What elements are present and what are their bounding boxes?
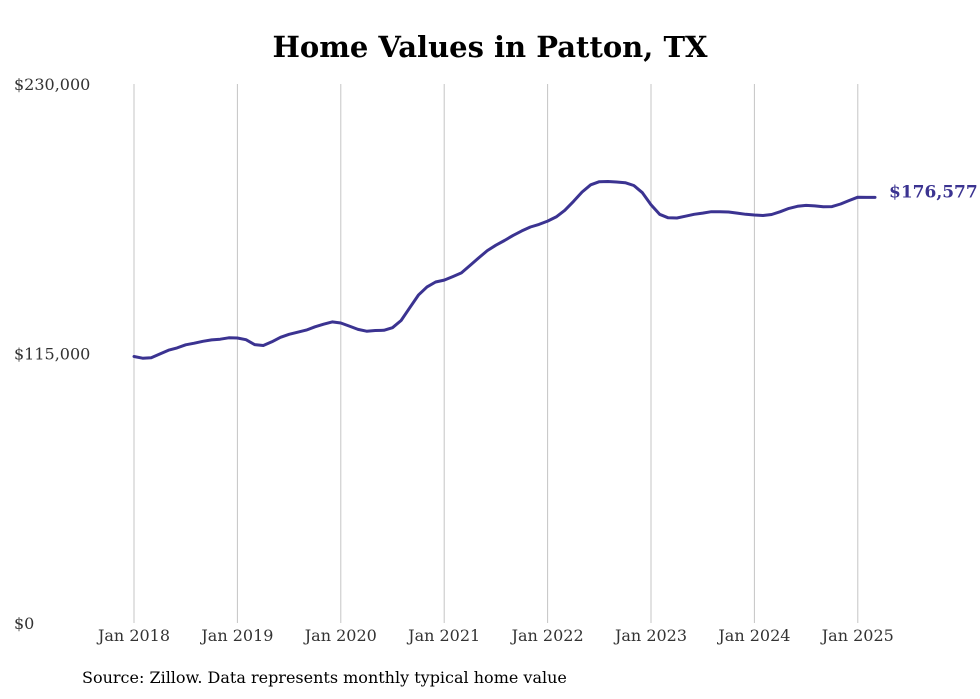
x-tick-label: Jan 2021: [406, 626, 480, 645]
y-tick-label: $115,000: [14, 345, 90, 364]
source-note: Source: Zillow. Data represents monthly …: [82, 668, 567, 687]
x-tick-label: Jan 2020: [303, 626, 377, 645]
x-tick-label: Jan 2019: [199, 626, 273, 645]
x-tick-label: Jan 2023: [613, 626, 687, 645]
annotation-layer: $176,577: [889, 182, 978, 202]
y-axis-labels: $0 $115,000 $230,000: [14, 75, 90, 633]
x-tick-label: Jan 2024: [716, 626, 790, 645]
series-line: [132, 180, 877, 360]
end-value-label: $176,577: [889, 182, 978, 202]
x-tick-label: Jan 2025: [820, 626, 894, 645]
x-axis-labels: Jan 2018 Jan 2019 Jan 2020 Jan 2021 Jan 2022…: [96, 626, 894, 645]
series-layer: [132, 180, 877, 360]
gridlines: [133, 84, 859, 623]
y-tick-label: $230,000: [14, 75, 90, 94]
x-tick-label: Jan 2018: [96, 626, 170, 645]
y-tick-label: $0: [14, 614, 34, 633]
x-tick-label: Jan 2022: [510, 626, 584, 645]
chart-title: Home Values in Patton, TX: [272, 30, 708, 64]
